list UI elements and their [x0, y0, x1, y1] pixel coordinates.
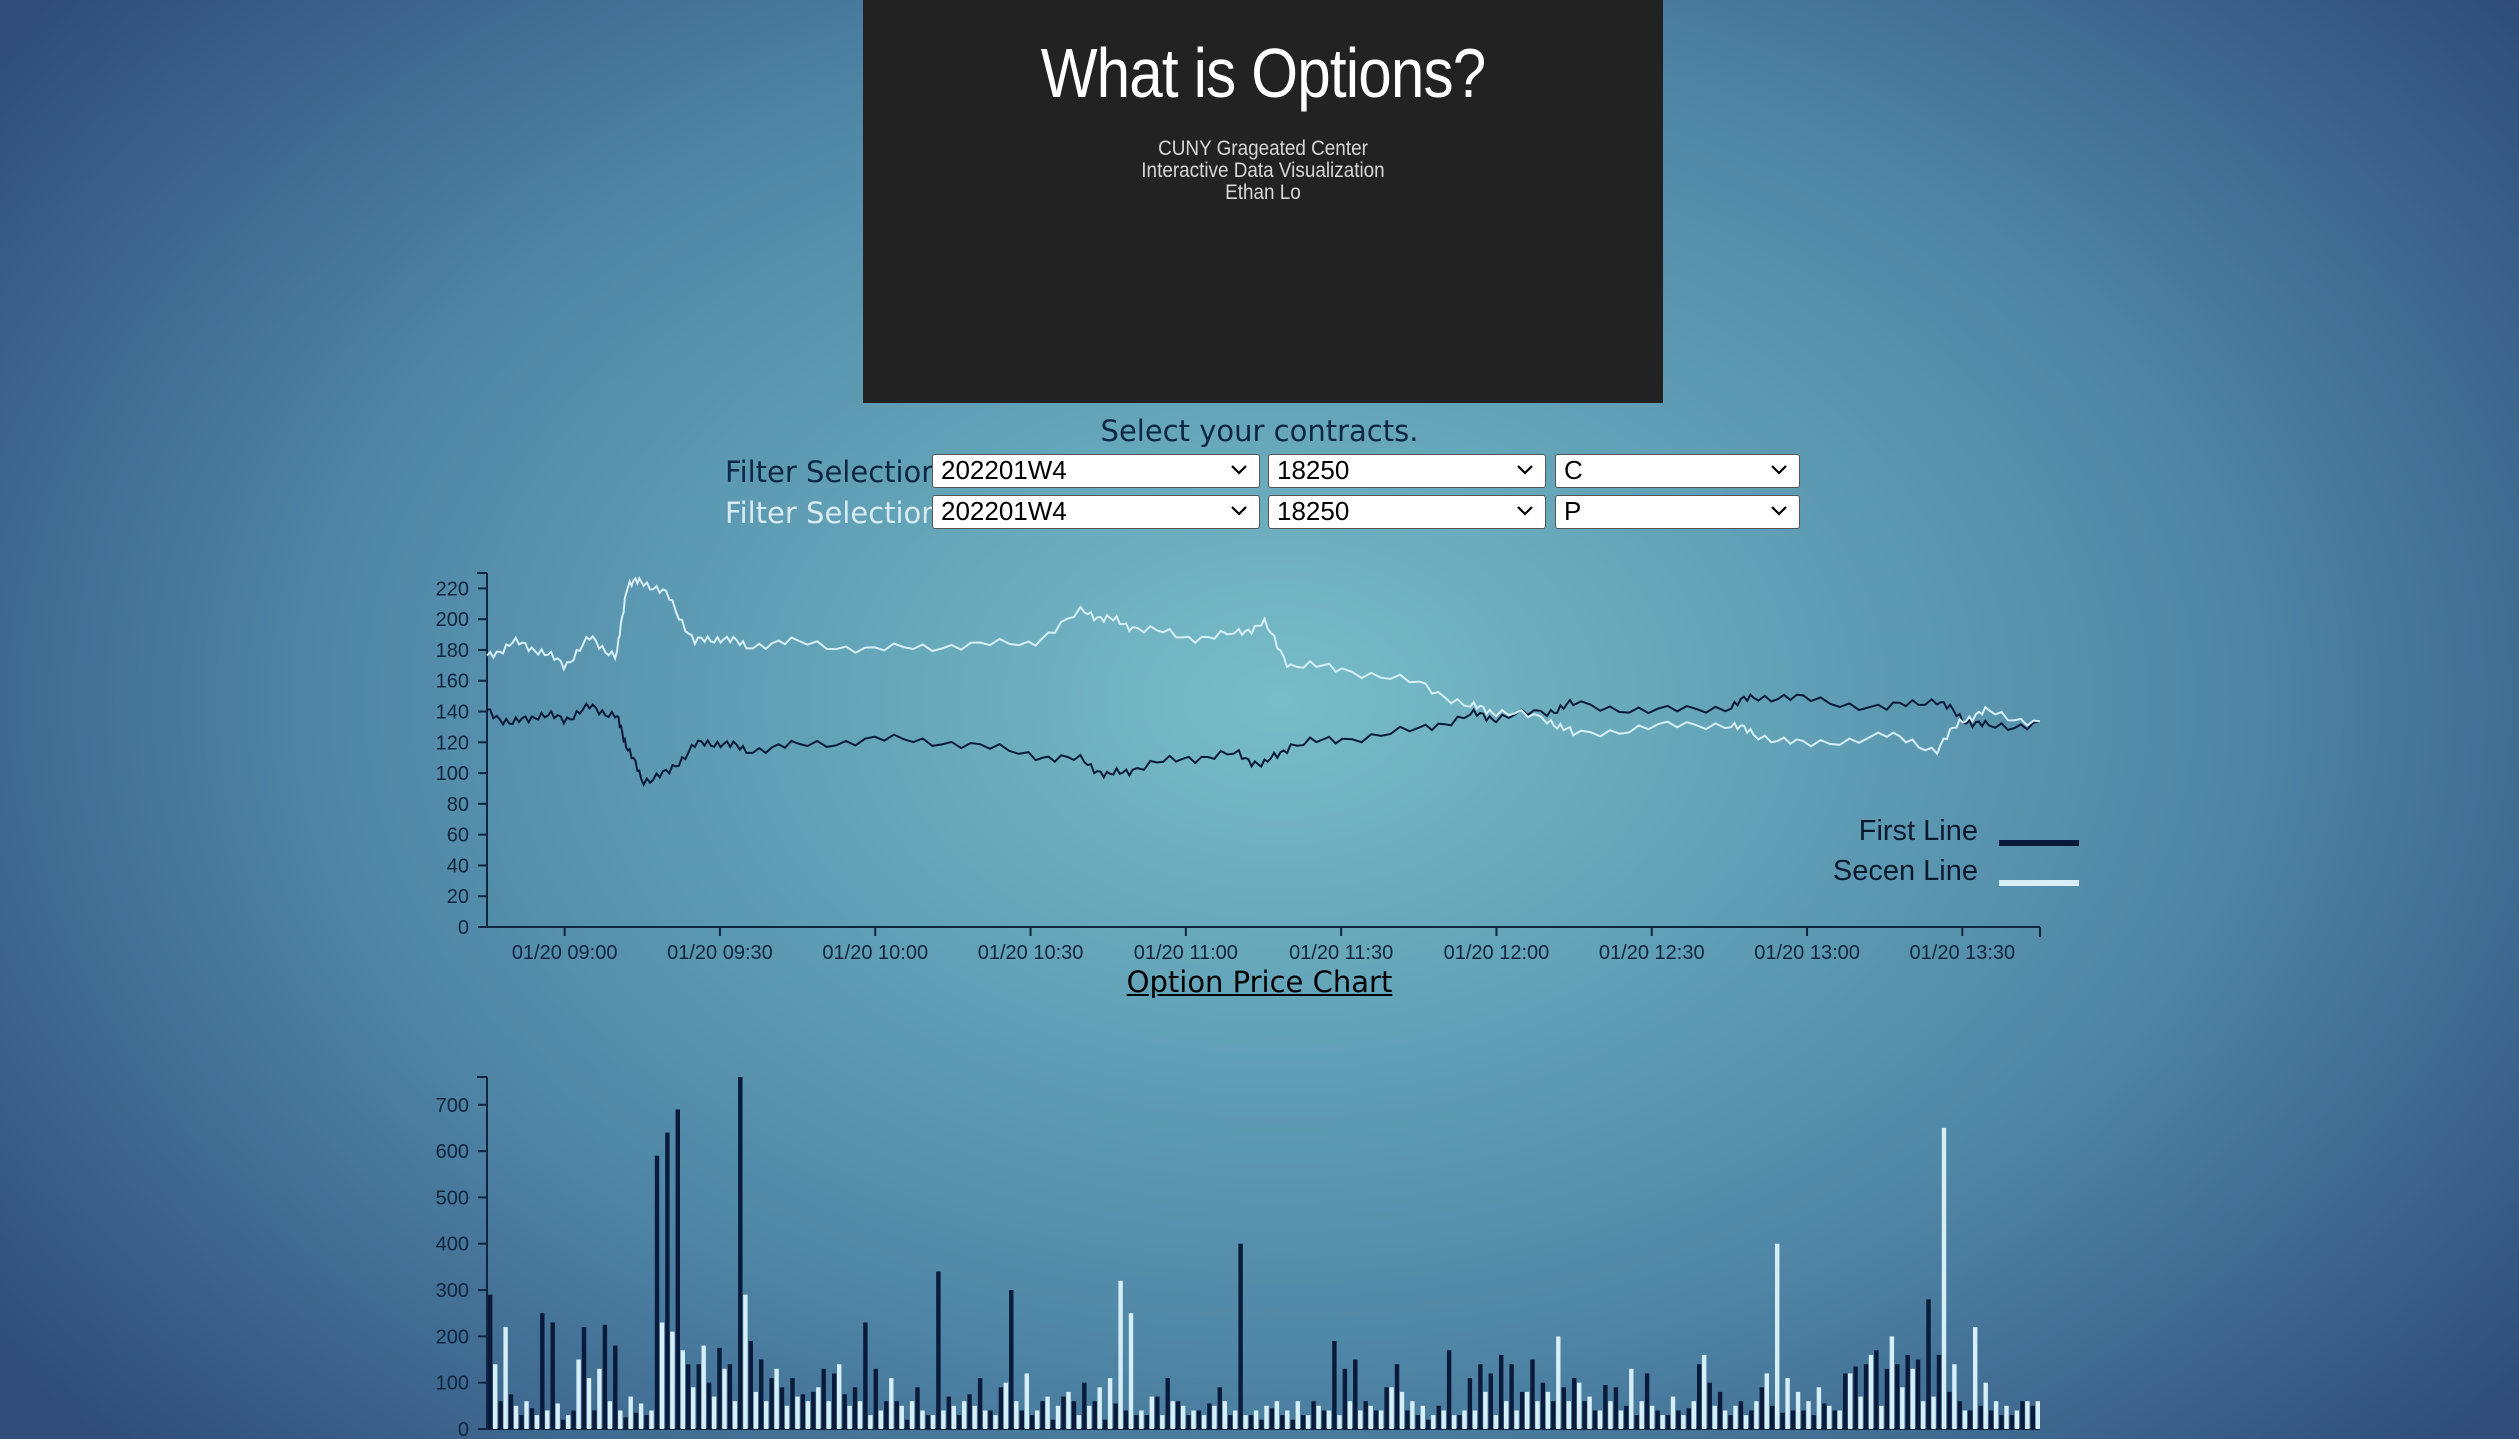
- filter-row-first: Filter Selection 202201W4 18250 C: [0, 452, 2519, 492]
- x-tick-label: 01/20 12:00: [1444, 942, 1550, 964]
- y-tick-label: 220: [436, 578, 469, 600]
- chevron-down-icon: [1517, 465, 1533, 475]
- hero-title: What is Options?: [1040, 34, 1486, 112]
- series-line-2: [486, 575, 2041, 756]
- hero-subtitle-line: Ethan Lo: [1225, 181, 1301, 204]
- y-tick-label: 140: [436, 702, 469, 724]
- series-line-1: [486, 693, 2041, 788]
- x-tick-label: 01/20 11:30: [1289, 942, 1393, 964]
- chevron-down-icon: [1231, 506, 1247, 516]
- y-tick-label: 100: [436, 763, 469, 785]
- y-tick-label: 0: [458, 917, 469, 939]
- y-tick-label: 40: [447, 855, 469, 877]
- x-tick-label: 01/20 10:30: [978, 942, 1084, 964]
- strike-select-value: 18250: [1277, 455, 1350, 485]
- type-select[interactable]: P: [1555, 495, 1800, 529]
- chevron-down-icon: [1517, 506, 1533, 516]
- legend-label: First Line: [1859, 815, 1978, 847]
- y-tick-label: 180: [436, 640, 469, 662]
- chevron-down-icon: [1771, 506, 1787, 516]
- week-select-value: 202201W4: [941, 455, 1067, 485]
- filter-row-second: Filter Selection 202201W4 18250 P: [0, 493, 2519, 533]
- strike-select[interactable]: 18250: [1268, 454, 1546, 488]
- legend-label: Secen Line: [1833, 855, 1978, 887]
- week-select-value: 202201W4: [941, 496, 1067, 526]
- hero-subtitle-line: Interactive Data Visualization: [1141, 159, 1385, 182]
- chevron-down-icon: [1231, 465, 1247, 475]
- week-select[interactable]: 202201W4: [932, 495, 1260, 529]
- hero-subtitle-line: CUNY Grageated Center: [1158, 137, 1368, 160]
- y-tick-label: 200: [436, 609, 469, 631]
- type-select-value: C: [1564, 455, 1583, 485]
- y-tick-label: 20: [447, 886, 469, 908]
- strike-select[interactable]: 18250: [1268, 495, 1546, 529]
- chart-title: Option Price Chart: [1126, 965, 1393, 999]
- x-tick-label: 01/20 12:30: [1599, 942, 1705, 964]
- filter-label: Filter Selection: [725, 455, 940, 489]
- y-tick-label: 60: [447, 825, 469, 847]
- x-tick-label: 01/20 10:00: [822, 942, 928, 964]
- x-tick-label: 01/20 11:00: [1134, 942, 1238, 964]
- filter-prompt: Select your contracts.: [1100, 414, 1419, 448]
- strike-select-value: 18250: [1277, 496, 1350, 526]
- week-select[interactable]: 202201W4: [932, 454, 1260, 488]
- chevron-down-icon: [1771, 465, 1787, 475]
- y-tick-label: 80: [447, 794, 469, 816]
- filter-label: Filter Selection: [725, 496, 940, 530]
- type-select[interactable]: C: [1555, 454, 1800, 488]
- x-tick-label: 01/20 09:00: [512, 942, 618, 964]
- x-tick-label: 01/20 13:00: [1754, 942, 1860, 964]
- title-card: What is Options? CUNY Grageated Center I…: [863, 0, 1663, 403]
- type-select-value: P: [1564, 496, 1582, 526]
- y-tick-label: 120: [436, 732, 469, 754]
- hero-subtitle: CUNY Grageated Center Interactive Data V…: [863, 138, 1663, 204]
- y-tick-label: 160: [436, 671, 469, 693]
- x-tick-label: 01/20 09:30: [667, 942, 773, 964]
- x-tick-label: 01/20 13:30: [1910, 942, 2016, 964]
